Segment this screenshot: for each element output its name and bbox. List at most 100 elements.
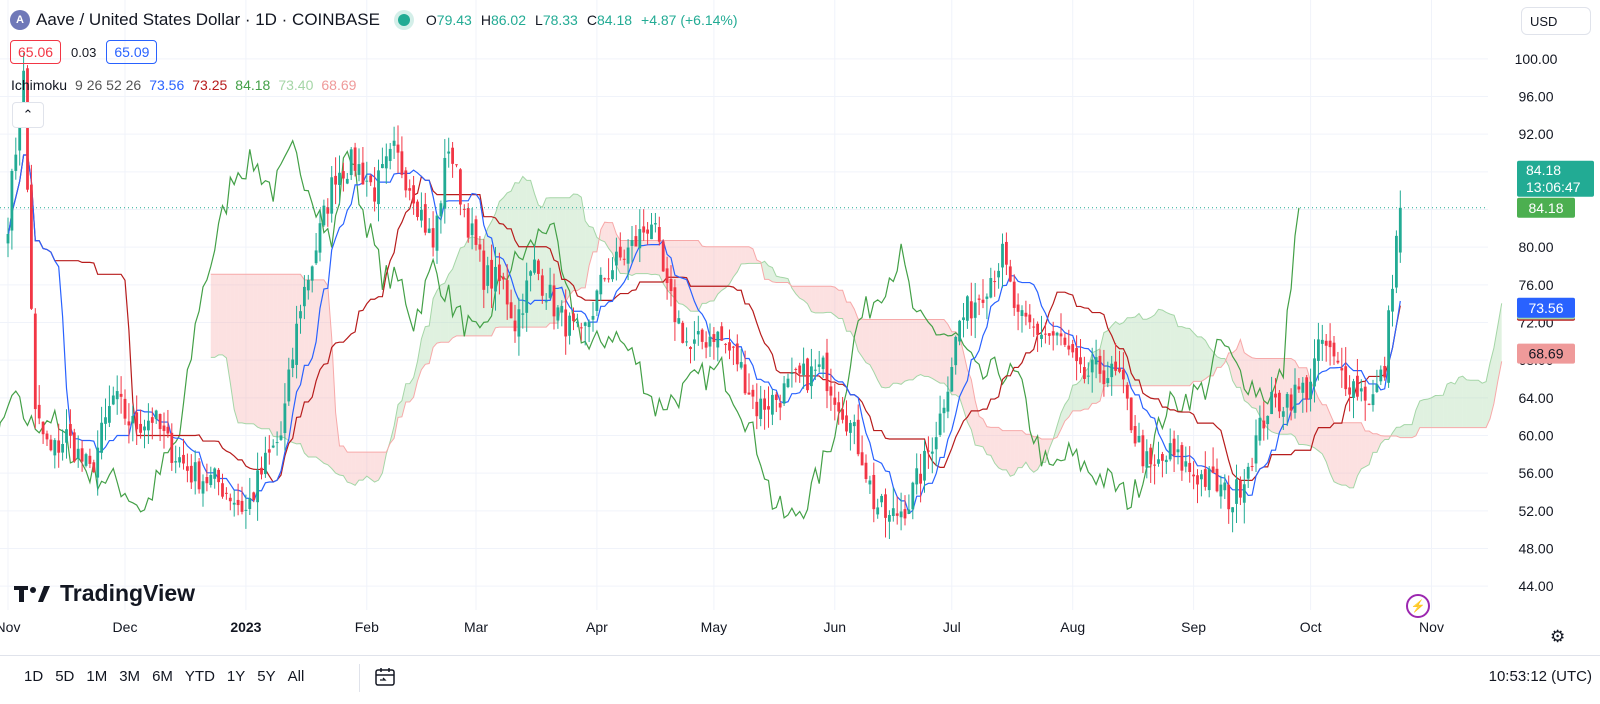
candle-body bbox=[876, 507, 880, 515]
range-button-1d[interactable]: 1D bbox=[24, 668, 44, 685]
candle-body bbox=[985, 296, 989, 299]
candle-body bbox=[501, 276, 505, 280]
symbol-title[interactable]: Aave / United States Dollar · 1D · COINB… bbox=[36, 10, 380, 29]
cloud-segment bbox=[1061, 404, 1065, 430]
cloud-segment bbox=[893, 319, 898, 384]
candle-body bbox=[232, 502, 236, 505]
indicator-legend[interactable]: Ichimoku 9 26 52 26 73.56 73.25 84.18 73… bbox=[11, 77, 356, 93]
candle-body bbox=[111, 395, 115, 405]
range-button-5y[interactable]: 5Y bbox=[257, 668, 276, 685]
cloud-segment bbox=[1228, 352, 1233, 381]
range-button-all[interactable]: All bbox=[287, 668, 305, 685]
candle-body bbox=[1200, 474, 1203, 480]
candle-body bbox=[583, 322, 587, 326]
candle-body bbox=[408, 188, 412, 191]
cloud-segment bbox=[316, 279, 320, 460]
cloud-segment bbox=[573, 194, 578, 291]
conversion-tag-bg bbox=[1517, 297, 1575, 318]
candle-body bbox=[739, 362, 743, 368]
goto-date-calendar-icon[interactable] bbox=[374, 666, 396, 688]
cloud-segment bbox=[1298, 367, 1303, 445]
candle-body bbox=[400, 151, 404, 175]
cloud-segment bbox=[1029, 434, 1034, 473]
cloud-segment bbox=[1244, 352, 1249, 404]
candle-body bbox=[1001, 243, 1004, 268]
cloud-segment bbox=[608, 222, 613, 254]
candle-body bbox=[930, 451, 934, 454]
range-button-ytd[interactable]: YTD bbox=[184, 668, 215, 685]
candle-body bbox=[1188, 462, 1192, 473]
cloud-segment bbox=[1068, 385, 1073, 418]
cloud-segment bbox=[986, 426, 991, 456]
cloud-segment bbox=[897, 319, 902, 385]
currency-selector[interactable]: USD bbox=[1521, 7, 1591, 35]
indicator-name[interactable]: Ichimoku bbox=[11, 77, 68, 93]
candle-body bbox=[696, 331, 700, 335]
tradingview-logo[interactable]: TradingView bbox=[14, 580, 195, 607]
candle-body bbox=[1289, 394, 1293, 411]
cloud-segment bbox=[1185, 328, 1190, 386]
candle-body bbox=[782, 383, 786, 404]
candle-body bbox=[1328, 340, 1332, 348]
candle-body bbox=[540, 275, 544, 296]
cloud-segment bbox=[320, 279, 324, 464]
candle-body bbox=[72, 432, 76, 462]
cloud-segment bbox=[425, 325, 430, 365]
cloud-segment bbox=[269, 274, 274, 437]
range-button-1m[interactable]: 1M bbox=[86, 668, 108, 685]
cloud-segment bbox=[1415, 401, 1420, 436]
candle-body bbox=[1145, 451, 1149, 468]
cloud-segment bbox=[277, 274, 281, 437]
candle-body bbox=[1036, 323, 1039, 335]
cloud-segment bbox=[745, 246, 749, 264]
candle-body bbox=[1141, 435, 1145, 467]
candle-body bbox=[482, 250, 486, 290]
cloud-segment bbox=[803, 286, 808, 304]
cloud-segment bbox=[1252, 357, 1256, 409]
candle-body bbox=[1063, 337, 1067, 345]
cloud-segment bbox=[1033, 436, 1038, 473]
candle-body bbox=[576, 321, 579, 324]
candle-body bbox=[599, 274, 603, 295]
cloud-segment bbox=[729, 246, 734, 284]
candle-body bbox=[80, 448, 84, 462]
cloud-segment bbox=[546, 197, 551, 328]
cloud-segment bbox=[702, 246, 707, 304]
candle-body bbox=[1176, 449, 1180, 453]
candle-body bbox=[466, 208, 470, 238]
cloud-segment bbox=[912, 319, 917, 380]
cloud-segment bbox=[273, 274, 278, 437]
candle-body bbox=[213, 468, 217, 479]
candle-body bbox=[856, 419, 860, 455]
cloud-segment bbox=[1178, 326, 1182, 386]
x-tick-label: Nov bbox=[1419, 619, 1444, 635]
candle-body bbox=[743, 364, 747, 394]
collapse-legend-button[interactable]: ⌃ bbox=[12, 102, 44, 128]
candle-body bbox=[1203, 469, 1207, 487]
sell-button[interactable]: 65.06 bbox=[10, 40, 62, 64]
candle-body bbox=[197, 461, 201, 490]
range-button-1y[interactable]: 1Y bbox=[226, 668, 246, 685]
cloud-segment bbox=[1447, 382, 1451, 428]
candle-body bbox=[903, 509, 907, 519]
candle-body bbox=[240, 500, 244, 512]
candle-body bbox=[22, 70, 25, 118]
settings-gear-icon[interactable]: ⚙ bbox=[1550, 627, 1566, 646]
lightning-icon[interactable]: ⚡ bbox=[1406, 594, 1430, 618]
buy-button[interactable]: 65.09 bbox=[106, 40, 158, 64]
cloud-segment bbox=[881, 319, 886, 388]
x-tick-label: Sep bbox=[1181, 619, 1206, 635]
candle-body bbox=[174, 461, 178, 463]
cloud-segment bbox=[1404, 424, 1409, 438]
last-price-tag-bg bbox=[1517, 160, 1594, 197]
bid-ask-panel: 65.06 0.03 65.09 bbox=[10, 40, 158, 64]
range-button-5d[interactable]: 5D bbox=[55, 668, 75, 685]
candle-body bbox=[1313, 358, 1316, 387]
cloud-segment bbox=[577, 194, 582, 291]
utc-clock[interactable]: 10:53:12 (UTC) bbox=[1488, 668, 1592, 685]
range-button-6m[interactable]: 6M bbox=[152, 668, 173, 685]
range-button-3m[interactable]: 3M bbox=[119, 668, 141, 685]
candle-body bbox=[217, 469, 220, 483]
